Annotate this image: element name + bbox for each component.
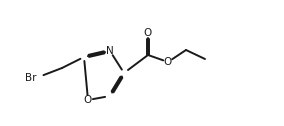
Text: N: N xyxy=(106,46,114,56)
Text: O: O xyxy=(144,28,152,38)
Text: Br: Br xyxy=(24,73,36,83)
Text: O: O xyxy=(164,57,172,67)
Text: O: O xyxy=(84,95,92,105)
